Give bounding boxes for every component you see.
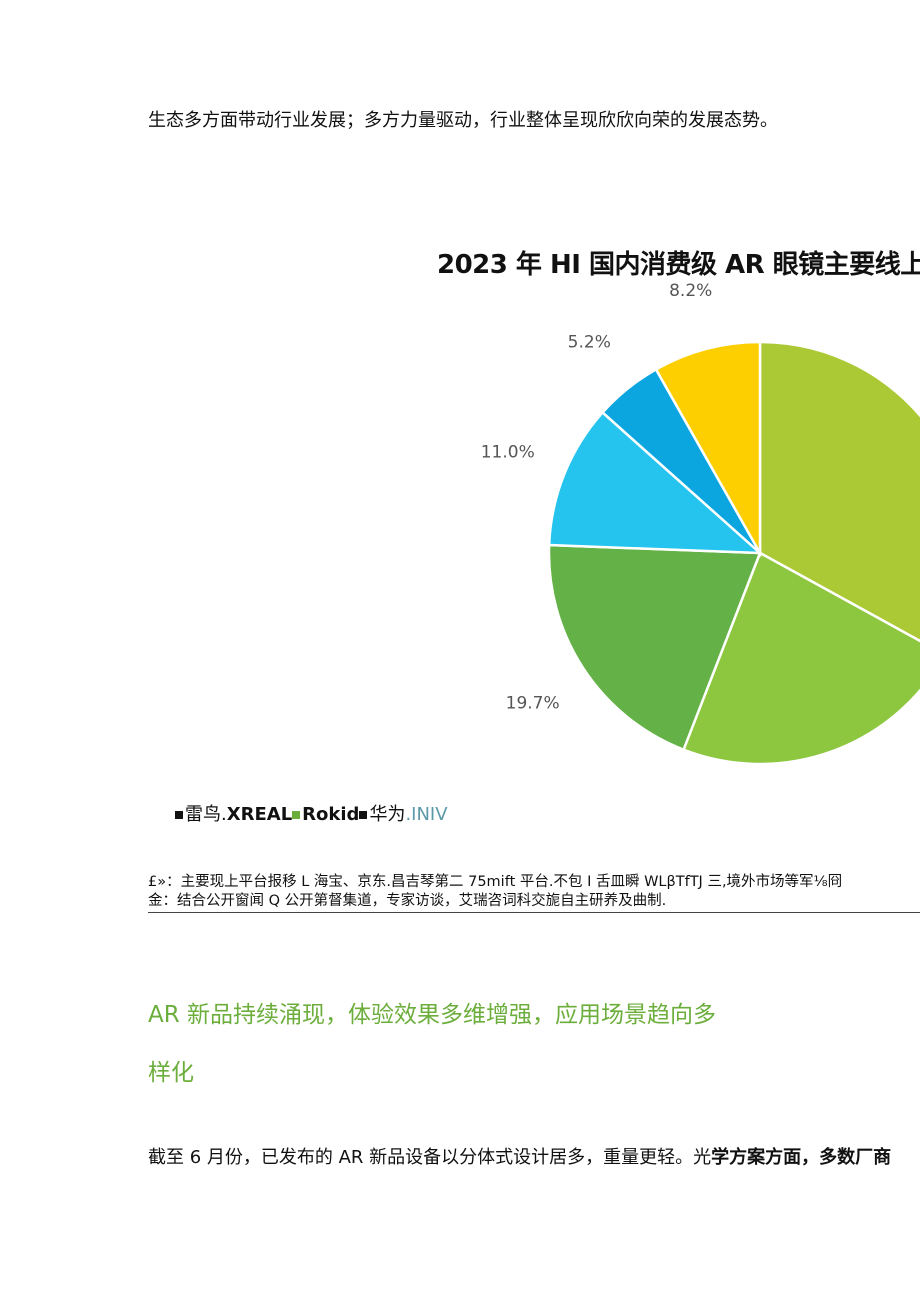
legend-item: 雷鸟. — [185, 804, 227, 825]
legend-item: Rokid — [302, 804, 360, 825]
legend-item: XREAL — [226, 804, 293, 825]
pie-slice — [758, 340, 920, 643]
section-heading-line1: AR 新品持续涌现，体验效果多维增强，应用场景趋向多 — [148, 1002, 717, 1028]
legend-item: 华为 — [369, 804, 406, 825]
source-note-line2: 金：结合公开窗闻 Q 公开第督集道，专家访谈，艾瑞咨词科交旎自主研养及曲制. — [148, 889, 920, 913]
section-heading-line2: 样化 — [148, 1060, 194, 1086]
body-text-bold: 学方案方面，多数厂商 — [711, 1147, 892, 1168]
pie-slice — [547, 543, 762, 752]
body-paragraph: 截至 6 月份，已发布的 AR 新品设备以分体式设计居多，重量更轻。光学方案方面… — [148, 1143, 891, 1169]
slice-label: 11.0% — [481, 442, 535, 462]
pie-slice — [547, 410, 764, 555]
legend-item: .INIV — [405, 804, 448, 825]
slice-label: 5.2% — [568, 332, 611, 352]
body-text: 截至 6 月份，已发布的 AR 新品设备以分体式设计居多，重量更轻。光 — [148, 1147, 712, 1168]
chart-title: 2023 年 HI 国内消费级 AR 眼镜主要线上 — [437, 250, 920, 280]
legend-marker — [292, 811, 301, 819]
legend-marker — [175, 811, 183, 819]
legend-marker — [359, 811, 368, 819]
chart-legend: 雷鸟.XREAL Rokid 华为.INIV — [175, 800, 448, 826]
intro-paragraph: 生态多方面带动行业发展；多方力量驱动，行业整体呈现欣欣向荣的发展态势。 — [148, 110, 778, 131]
pie-slice — [681, 551, 920, 766]
slice-label: 19.7% — [506, 693, 560, 713]
pie-slice — [654, 340, 762, 558]
slice-label: 8.2% — [669, 281, 712, 301]
source-note-line1: £»：主要现上平台报移 L 海宝、京东.昌吉琴第二 75mift 平台.不包 I… — [148, 874, 843, 890]
pie-chart: 22.9%19.7%11.0%5.2%8.2% — [481, 281, 920, 800]
